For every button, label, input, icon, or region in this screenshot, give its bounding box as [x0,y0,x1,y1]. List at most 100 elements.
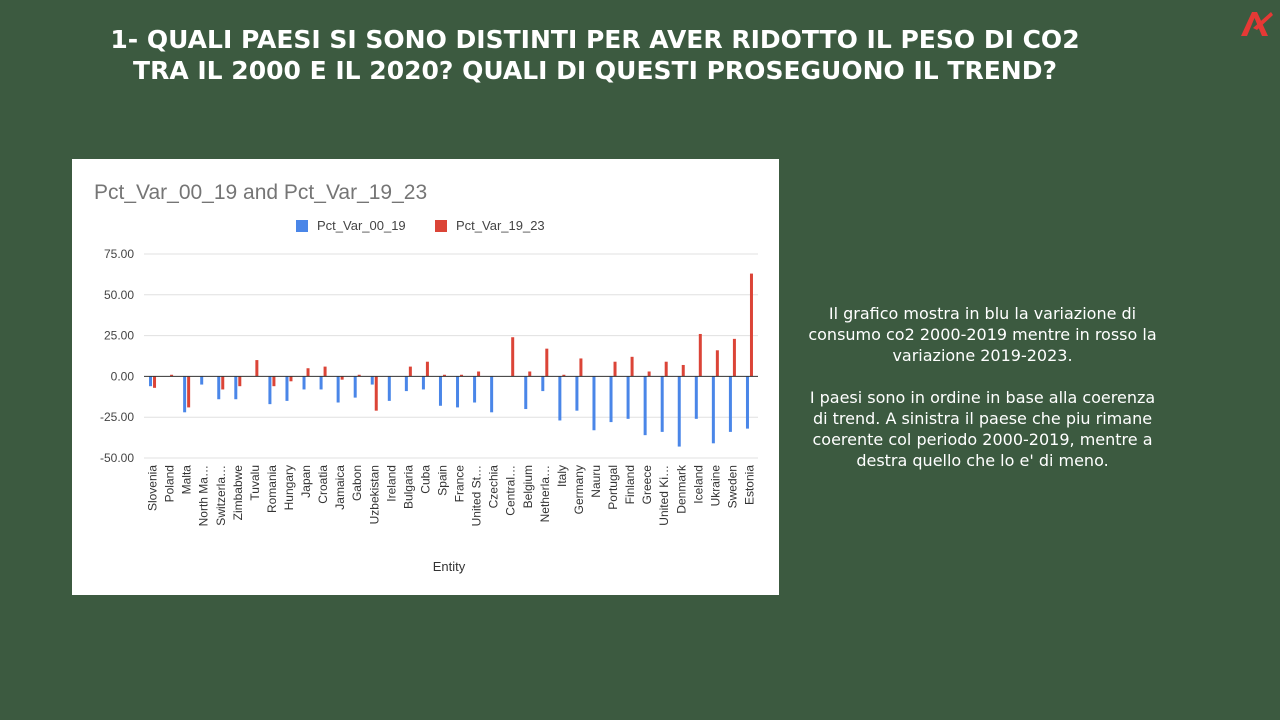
bar-pct-var-19-23 [749,273,753,377]
bar-pct-var-19-23 [528,371,532,377]
bar-pct-var-19-23 [732,338,736,377]
bar-pct-var-19-23 [153,376,157,388]
x-tick-label: Spain [435,465,449,496]
x-tick-label: Italy [555,465,569,487]
x-tick-label: Gabon [350,465,364,501]
x-tick-label: Belgium [521,465,535,508]
description-paragraph-2: I paesi sono in ordine in base alla coer… [809,388,1156,470]
bar-pct-var-00-19 [302,376,306,390]
bar-pct-var-19-23 [272,376,276,387]
bar-pct-var-19-23 [323,366,327,377]
bar-chart: Pct_Var_00_19 and Pct_Var_19_23 Pct_Var_… [94,181,758,574]
bar-pct-var-19-23 [221,376,225,390]
bar-pct-var-19-23 [187,376,191,408]
bar-pct-var-19-23 [408,366,412,377]
bar-pct-var-00-19 [336,376,340,403]
bar-pct-var-19-23 [647,371,651,377]
bar-pct-var-19-23 [289,376,293,382]
legend-label-series-2: Pct_Var_19_23 [456,218,545,233]
bar-pct-var-19-23 [460,374,464,377]
x-tick-label: Hungary [282,465,296,510]
bar-pct-var-00-19 [745,376,749,429]
bar-pct-var-00-19 [660,376,664,432]
bar-pct-var-00-19 [200,376,204,385]
chart-card: Pct_Var_00_19 and Pct_Var_19_23 Pct_Var_… [72,159,779,595]
bar-pct-var-19-23 [698,333,702,377]
bar-pct-var-00-19 [473,376,477,403]
bar-pct-var-19-23 [357,374,361,377]
bar-pct-var-19-23 [425,361,429,377]
bar-pct-var-00-19 [490,376,494,413]
bar-pct-var-00-19 [592,376,596,431]
bar-pct-var-00-19 [728,376,732,432]
bar-pct-var-00-19 [575,376,579,411]
x-tick-label: Portugal [606,465,620,510]
x-tick-label: Japan [299,465,313,498]
bar-pct-var-19-23 [255,360,259,377]
bar-pct-var-19-23 [545,348,549,377]
bar-pct-var-19-23 [630,356,634,377]
x-tick-label: Uzbekistan [367,465,381,524]
bar-pct-var-00-19 [183,376,187,413]
bar-pct-var-19-23 [442,374,446,377]
x-tick-label: Germany [572,465,586,514]
y-tick-label: 75.00 [104,247,134,261]
bar-pct-var-19-23 [664,361,668,377]
bar-pct-var-19-23 [374,376,378,411]
x-tick-label: North Ma… [197,465,211,526]
y-tick-label: -50.00 [100,451,134,465]
bars [149,273,753,447]
slide-title-line-1: 1- QUALI PAESI SI SONO DISTINTI PER AVER… [110,25,1080,54]
bar-pct-var-19-23 [170,374,174,377]
bar-pct-var-00-19 [694,376,698,419]
bar-pct-var-19-23 [511,337,515,377]
y-tick-label: -25.00 [100,410,134,424]
slide-title: 1- QUALI PAESI SI SONO DISTINTI PER AVER… [90,24,1100,86]
bar-pct-var-19-23 [340,376,344,380]
x-tick-label: Ukraine [708,465,722,507]
x-tick-label: Slovenia [146,465,160,511]
brand-logo-icon [1238,8,1274,38]
x-tick-label: Nauru [589,465,603,498]
bar-pct-var-19-23 [562,374,566,377]
bar-pct-var-00-19 [421,376,425,390]
x-tick-label: Estonia [742,465,756,505]
x-tick-label: Iceland [691,465,705,504]
bar-pct-var-19-23 [579,358,583,377]
bar-pct-var-00-19 [234,376,238,400]
bar-pct-var-00-19 [285,376,289,401]
bar-pct-var-19-23 [477,371,481,377]
bar-pct-var-00-19 [353,376,357,398]
x-tick-label: Malta [180,465,194,495]
slide-title-line-2: TRA IL 2000 E IL 2020? QUALI DI QUESTI P… [133,56,1057,85]
chart-description: Il grafico mostra in blu la variazione d… [800,303,1165,492]
y-axis-ticks: 75.00 50.00 25.00 0.00 -25.00 -50.00 [100,247,134,465]
legend-swatch-series-1 [296,220,308,232]
legend-label-series-1: Pct_Var_00_19 [317,218,406,233]
x-axis-title: Entity [433,559,466,574]
y-tick-label: 50.00 [104,288,134,302]
bar-pct-var-00-19 [438,376,442,406]
x-tick-label: Croatia [316,465,330,504]
bar-pct-var-00-19 [541,376,545,392]
chart-title: Pct_Var_00_19 and Pct_Var_19_23 [94,181,427,204]
x-tick-label: Denmark [674,464,688,514]
x-tick-label: Tuvalu [248,465,262,501]
bar-pct-var-00-19 [626,376,630,419]
description-paragraph-1: Il grafico mostra in blu la variazione d… [808,304,1157,365]
bar-pct-var-00-19 [319,376,323,390]
x-tick-label: Bulgaria [401,465,415,509]
bar-pct-var-00-19 [609,376,613,423]
x-tick-label: Greece [640,465,654,505]
x-tick-label: Finland [623,465,637,504]
x-tick-label: Central… [504,465,518,516]
bar-pct-var-00-19 [404,376,408,392]
x-tick-label: United Ki… [657,465,671,526]
y-tick-label: 25.00 [104,329,134,343]
bar-pct-var-00-19 [677,376,681,447]
x-tick-label: Switzerla… [214,465,228,526]
x-tick-label: Netherla… [538,465,552,522]
bar-pct-var-00-19 [558,376,562,421]
bar-pct-var-00-19 [217,376,221,400]
x-tick-label: Ireland [384,465,398,502]
